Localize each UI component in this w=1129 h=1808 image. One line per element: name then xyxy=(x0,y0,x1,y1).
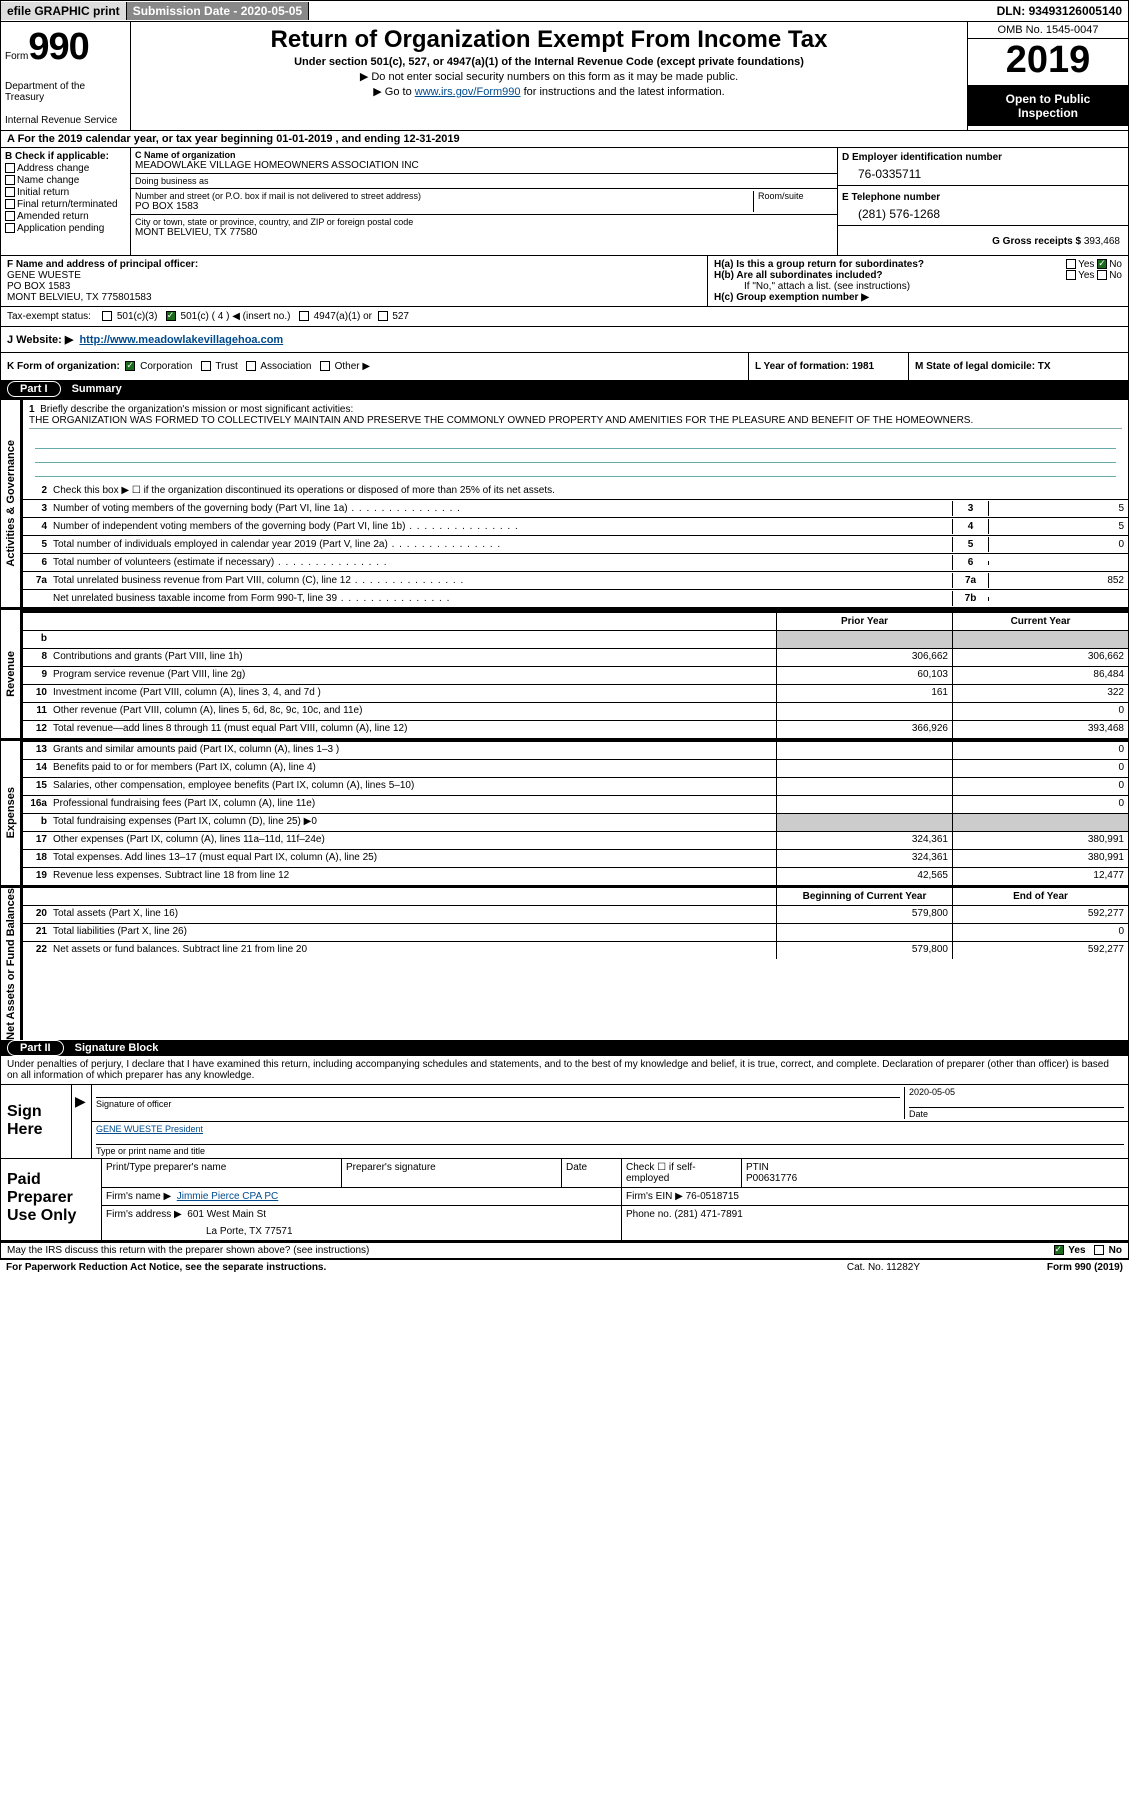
firm-address-2: La Porte, TX 77571 xyxy=(106,1220,617,1237)
summary-row: 7aTotal unrelated business revenue from … xyxy=(23,571,1128,589)
form-container: Form990 Department of the Treasury Inter… xyxy=(0,22,1129,1259)
dept-treasury: Department of the Treasury xyxy=(5,81,126,103)
discuss-yes-check xyxy=(1054,1245,1064,1255)
gross-receipts: 393,468 xyxy=(1084,236,1120,247)
discuss-row: May the IRS discuss this return with the… xyxy=(1,1243,1128,1258)
form-note-1: ▶ Do not enter social security numbers o… xyxy=(137,70,961,83)
summary-row: 13Grants and similar amounts paid (Part … xyxy=(23,741,1128,759)
box-b: B Check if applicable: Address change Na… xyxy=(1,148,131,255)
dln: DLN: 93493126005140 xyxy=(991,2,1128,20)
summary-row: 11Other revenue (Part VIII, column (A), … xyxy=(23,702,1128,720)
summary-row: bTotal fundraising expenses (Part IX, co… xyxy=(23,813,1128,831)
firm-name[interactable]: Jimmie Pierce CPA PC xyxy=(177,1191,279,1202)
part-2-header: Part II Signature Block xyxy=(1,1040,1128,1056)
tax-year: 2019 xyxy=(968,39,1128,86)
col-current-year: Current Year xyxy=(952,613,1128,630)
efile-label: efile GRAPHIC print xyxy=(1,2,127,20)
submission-date: Submission Date - 2020-05-05 xyxy=(127,2,309,20)
form-title: Return of Organization Exempt From Incom… xyxy=(137,26,961,54)
website-link[interactable]: http://www.meadowlakevillagehoa.com xyxy=(79,334,283,346)
summary-row: 17Other expenses (Part IX, column (A), l… xyxy=(23,831,1128,849)
corp-check xyxy=(125,361,135,371)
website-row: J Website: ▶ http://www.meadowlakevillag… xyxy=(1,327,1128,353)
col-beginning-year: Beginning of Current Year xyxy=(776,888,952,905)
ptin: P00631776 xyxy=(746,1173,1124,1184)
firm-ein: 76-0518715 xyxy=(686,1191,739,1202)
form-word: Form xyxy=(5,51,28,62)
ein: 76-0335711 xyxy=(858,167,1124,181)
net-assets-section: Net Assets or Fund Balances Beginning of… xyxy=(1,885,1128,1040)
sign-here-row: Sign Here Signature of officer 2020-05-0… xyxy=(1,1085,1128,1159)
summary-row: 2Check this box ▶ ☐ if the organization … xyxy=(23,481,1128,499)
tax-exempt-row: Tax-exempt status: 501(c)(3) 501(c) ( 4 … xyxy=(1,307,1128,327)
street-address: PO BOX 1583 xyxy=(135,201,753,212)
summary-row: 18Total expenses. Add lines 13–17 (must … xyxy=(23,849,1128,867)
summary-row: 6Total number of volunteers (estimate if… xyxy=(23,553,1128,571)
firm-phone: (281) 471-7891 xyxy=(674,1209,742,1220)
summary-row: 12Total revenue—add lines 8 through 11 (… xyxy=(23,720,1128,738)
mission-text: THE ORGANIZATION WAS FORMED TO COLLECTIV… xyxy=(29,415,1122,429)
summary-row: 16aProfessional fundraising fees (Part I… xyxy=(23,795,1128,813)
row-fh: F Name and address of principal officer:… xyxy=(1,256,1128,307)
summary-row: 4Number of independent voting members of… xyxy=(23,517,1128,535)
box-d: D Employer identification number 76-0335… xyxy=(838,148,1128,255)
org-name: MEADOWLAKE VILLAGE HOMEOWNERS ASSOCIATIO… xyxy=(135,160,833,171)
telephone: (281) 576-1268 xyxy=(858,207,1124,221)
summary-row: 3Number of voting members of the governi… xyxy=(23,499,1128,517)
signature-declaration: Under penalties of perjury, I declare th… xyxy=(1,1056,1128,1085)
signer-name[interactable]: GENE WUESTE President xyxy=(96,1124,203,1134)
summary-row: 5Total number of individuals employed in… xyxy=(23,535,1128,553)
row-klm: K Form of organization: Corporation Trus… xyxy=(1,353,1128,381)
expenses-section: Expenses 13Grants and similar amounts pa… xyxy=(1,738,1128,885)
firm-address-1: 601 West Main St xyxy=(187,1209,266,1220)
revenue-section: Revenue Prior Year Current Year b8Contri… xyxy=(1,607,1128,738)
tax-501c4-check xyxy=(166,311,176,321)
activities-governance: Activities & Governance 1 Briefly descri… xyxy=(1,397,1128,607)
summary-row: b xyxy=(23,630,1128,648)
officer-name: GENE WUESTE xyxy=(7,270,701,281)
ha-no-check xyxy=(1097,259,1107,269)
form-header: Form990 Department of the Treasury Inter… xyxy=(1,22,1128,130)
footer: For Paperwork Reduction Act Notice, see … xyxy=(0,1259,1129,1275)
summary-row: 20Total assets (Part X, line 16)579,8005… xyxy=(23,905,1128,923)
title-cell: Return of Organization Exempt From Incom… xyxy=(131,22,968,130)
form-990: 990 xyxy=(28,26,88,68)
summary-row: 21Total liabilities (Part X, line 26)0 xyxy=(23,923,1128,941)
summary-row: 14Benefits paid to or for members (Part … xyxy=(23,759,1128,777)
box-h: H(a) Is this a group return for subordin… xyxy=(708,256,1128,306)
block-bcd: B Check if applicable: Address change Na… xyxy=(1,148,1128,256)
form-number-cell: Form990 Department of the Treasury Inter… xyxy=(1,22,131,130)
open-to-public: Open to Public Inspection xyxy=(968,86,1128,126)
box-c: C Name of organization MEADOWLAKE VILLAG… xyxy=(131,148,838,255)
topbar: efile GRAPHIC print Submission Date - 20… xyxy=(0,0,1129,22)
sign-arrow-icon xyxy=(71,1085,91,1158)
summary-row: 10Investment income (Part VIII, column (… xyxy=(23,684,1128,702)
right-header-cell: OMB No. 1545-0047 2019 Open to Public In… xyxy=(968,22,1128,130)
form-subtitle: Under section 501(c), 527, or 4947(a)(1)… xyxy=(137,56,961,68)
part-1-header: Part I Summary xyxy=(1,381,1128,397)
period-row: A For the 2019 calendar year, or tax yea… xyxy=(1,130,1128,148)
summary-row: 19Revenue less expenses. Subtract line 1… xyxy=(23,867,1128,885)
col-prior-year: Prior Year xyxy=(776,613,952,630)
paid-preparer-row: Paid Preparer Use Only Print/Type prepar… xyxy=(1,1159,1128,1243)
summary-row: 8Contributions and grants (Part VIII, li… xyxy=(23,648,1128,666)
sign-date: 2020-05-05 xyxy=(909,1087,1124,1097)
irs-link[interactable]: www.irs.gov/Form990 xyxy=(415,86,521,98)
state-domicile: M State of legal domicile: TX xyxy=(908,353,1128,380)
city-state-zip: MONT BELVIEU, TX 77580 xyxy=(135,227,833,238)
summary-row: Net unrelated business taxable income fr… xyxy=(23,589,1128,607)
summary-row: 9Program service revenue (Part VIII, lin… xyxy=(23,666,1128,684)
summary-row: 15Salaries, other compensation, employee… xyxy=(23,777,1128,795)
year-formation: L Year of formation: 1981 xyxy=(748,353,908,380)
col-end-year: End of Year xyxy=(952,888,1128,905)
summary-row: 22Net assets or fund balances. Subtract … xyxy=(23,941,1128,959)
dept-irs: Internal Revenue Service xyxy=(5,115,126,126)
mission-block: 1 Briefly describe the organization's mi… xyxy=(23,400,1128,481)
box-f: F Name and address of principal officer:… xyxy=(1,256,708,306)
omb-number: OMB No. 1545-0047 xyxy=(968,22,1128,39)
form-note-2: ▶ Go to www.irs.gov/Form990 for instruct… xyxy=(137,85,961,98)
